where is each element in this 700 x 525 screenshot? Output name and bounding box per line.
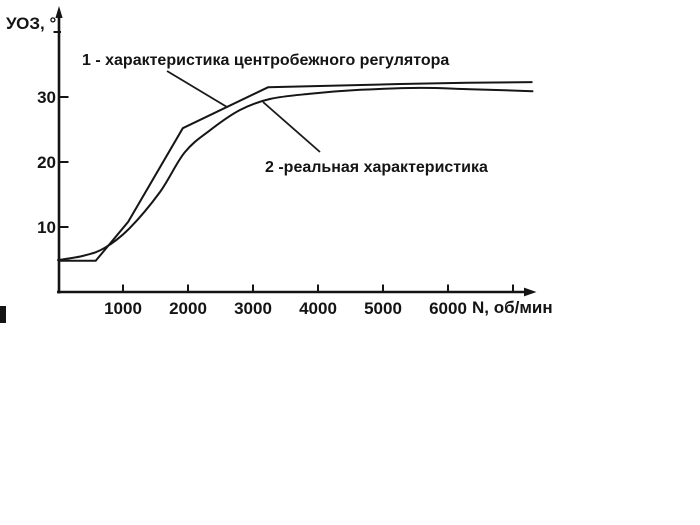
y-tick-label: 10 [37, 218, 56, 237]
curve-1-centrifugal-regulator [58, 81, 533, 262]
curve-2-real-characteristic [57, 86, 534, 262]
y-tick-label: 30 [37, 88, 56, 107]
y-axis-arrow-icon [55, 6, 63, 18]
y-tick-label: 20 [37, 153, 56, 172]
x-tick-label: 5000 [364, 299, 402, 318]
x-axis-arrow-icon [524, 287, 537, 297]
scan-artifact [0, 306, 6, 323]
y-axis-title: УОЗ, ° [6, 14, 56, 33]
leader-line-curve-2 [262, 101, 321, 153]
x-axis-title: N, об/мин [472, 298, 553, 317]
x-tick-label: 3000 [234, 299, 272, 318]
x-tick-label: 2000 [169, 299, 207, 318]
curve-1-annotation: 1 - характеристика центробежного регулят… [82, 52, 449, 69]
x-tick-label: 1000 [104, 299, 142, 318]
x-tick-label: 6000 [429, 299, 467, 318]
x-tick-label: 4000 [299, 299, 337, 318]
leader-line-curve-1 [166, 70, 228, 108]
curve-2-annotation: 2 -реальная характеристика [265, 159, 488, 176]
